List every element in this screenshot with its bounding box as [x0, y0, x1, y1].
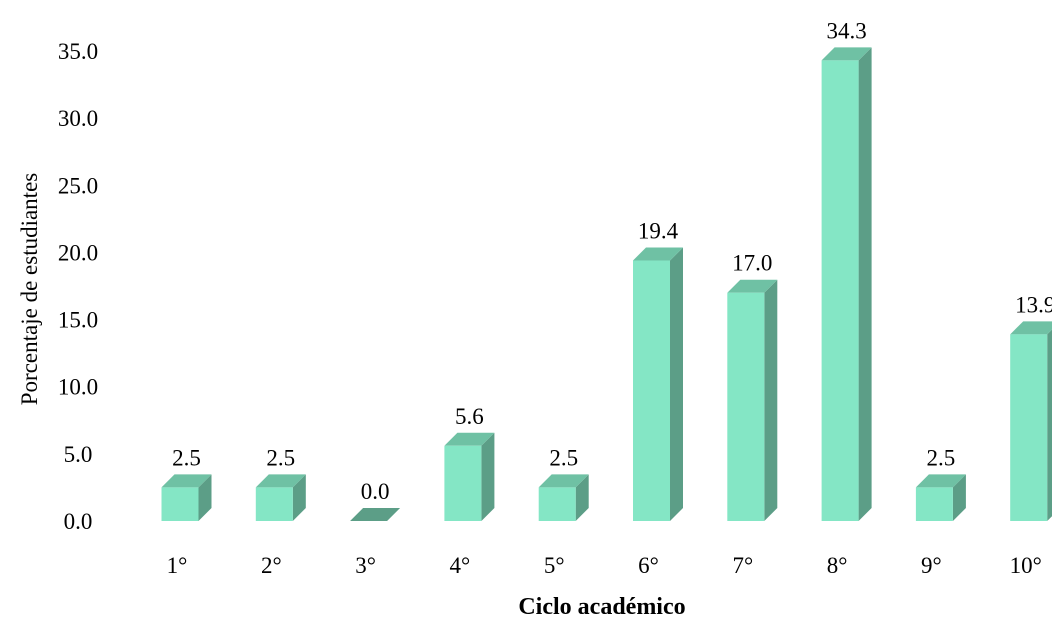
bar — [539, 474, 589, 521]
y-tick-label: 20.0 — [58, 240, 98, 265]
bar — [256, 474, 306, 521]
x-tick-label: 6° — [638, 553, 659, 578]
x-tick-label: 4° — [450, 553, 471, 578]
bar-front — [162, 487, 199, 521]
bar-front — [256, 487, 293, 521]
y-tick-label: 35.0 — [58, 39, 98, 64]
data-label: 5.6 — [455, 404, 484, 429]
bar-front — [539, 487, 576, 521]
y-tick-label: 30.0 — [58, 106, 98, 131]
bar — [444, 433, 494, 521]
data-label: 2.5 — [266, 445, 295, 470]
x-tick-label: 7° — [732, 553, 753, 578]
bar — [916, 474, 966, 521]
x-axis-ticks: 1° 2° 3° 4° 5° 6° 7° 8° 9° 10° — [167, 553, 1042, 578]
data-label: 0.0 — [361, 479, 390, 504]
bar-top — [1010, 321, 1052, 334]
bar-front — [727, 293, 764, 521]
y-tick-label: 15.0 — [58, 308, 98, 333]
x-axis-title: Ciclo académico — [518, 594, 685, 619]
bar-front — [633, 260, 670, 521]
bar — [1010, 321, 1052, 521]
y-axis-title: Porcentaje de estudiantes — [17, 173, 42, 406]
data-label: 2.5 — [927, 445, 956, 470]
bar-side — [859, 47, 872, 521]
bar-side — [1047, 321, 1052, 521]
data-label: 17.0 — [732, 251, 772, 276]
x-tick-label: 2° — [261, 553, 282, 578]
x-tick-label: 10° — [1010, 553, 1042, 578]
x-tick-label: 8° — [827, 553, 848, 578]
data-label: 34.3 — [826, 18, 866, 43]
bar — [633, 247, 683, 521]
x-tick-label: 3° — [355, 553, 376, 578]
bar — [727, 280, 777, 521]
data-label: 2.5 — [172, 445, 201, 470]
bar-side — [481, 433, 494, 521]
data-label: 19.4 — [638, 218, 679, 243]
bar — [350, 508, 400, 521]
y-tick-label: 5.0 — [64, 442, 93, 467]
data-label: 13.9 — [1015, 292, 1052, 317]
bar-front — [444, 446, 481, 521]
x-tick-label: 1° — [167, 553, 188, 578]
bar-top — [350, 508, 400, 521]
data-label: 2.5 — [549, 445, 578, 470]
bar-front — [1010, 334, 1047, 521]
y-axis-ticks: 0.0 5.0 10.0 15.0 20.0 25.0 30.0 35.0 — [58, 39, 98, 534]
y-tick-label: 0.0 — [64, 509, 93, 534]
bar — [822, 47, 872, 521]
bar-front — [822, 60, 859, 521]
bar-side — [764, 280, 777, 521]
bar — [162, 474, 212, 521]
data-labels-group: 2.5 2.5 0.0 5.6 2.5 19.4 17.0 34.3 2.5 13.9 — [172, 18, 1052, 504]
x-tick-label: 5° — [544, 553, 565, 578]
x-tick-label: 9° — [921, 553, 942, 578]
bar-front — [916, 487, 953, 521]
bar-side — [670, 247, 683, 521]
y-tick-label: 25.0 — [58, 173, 98, 198]
y-tick-label: 10.0 — [58, 375, 98, 400]
